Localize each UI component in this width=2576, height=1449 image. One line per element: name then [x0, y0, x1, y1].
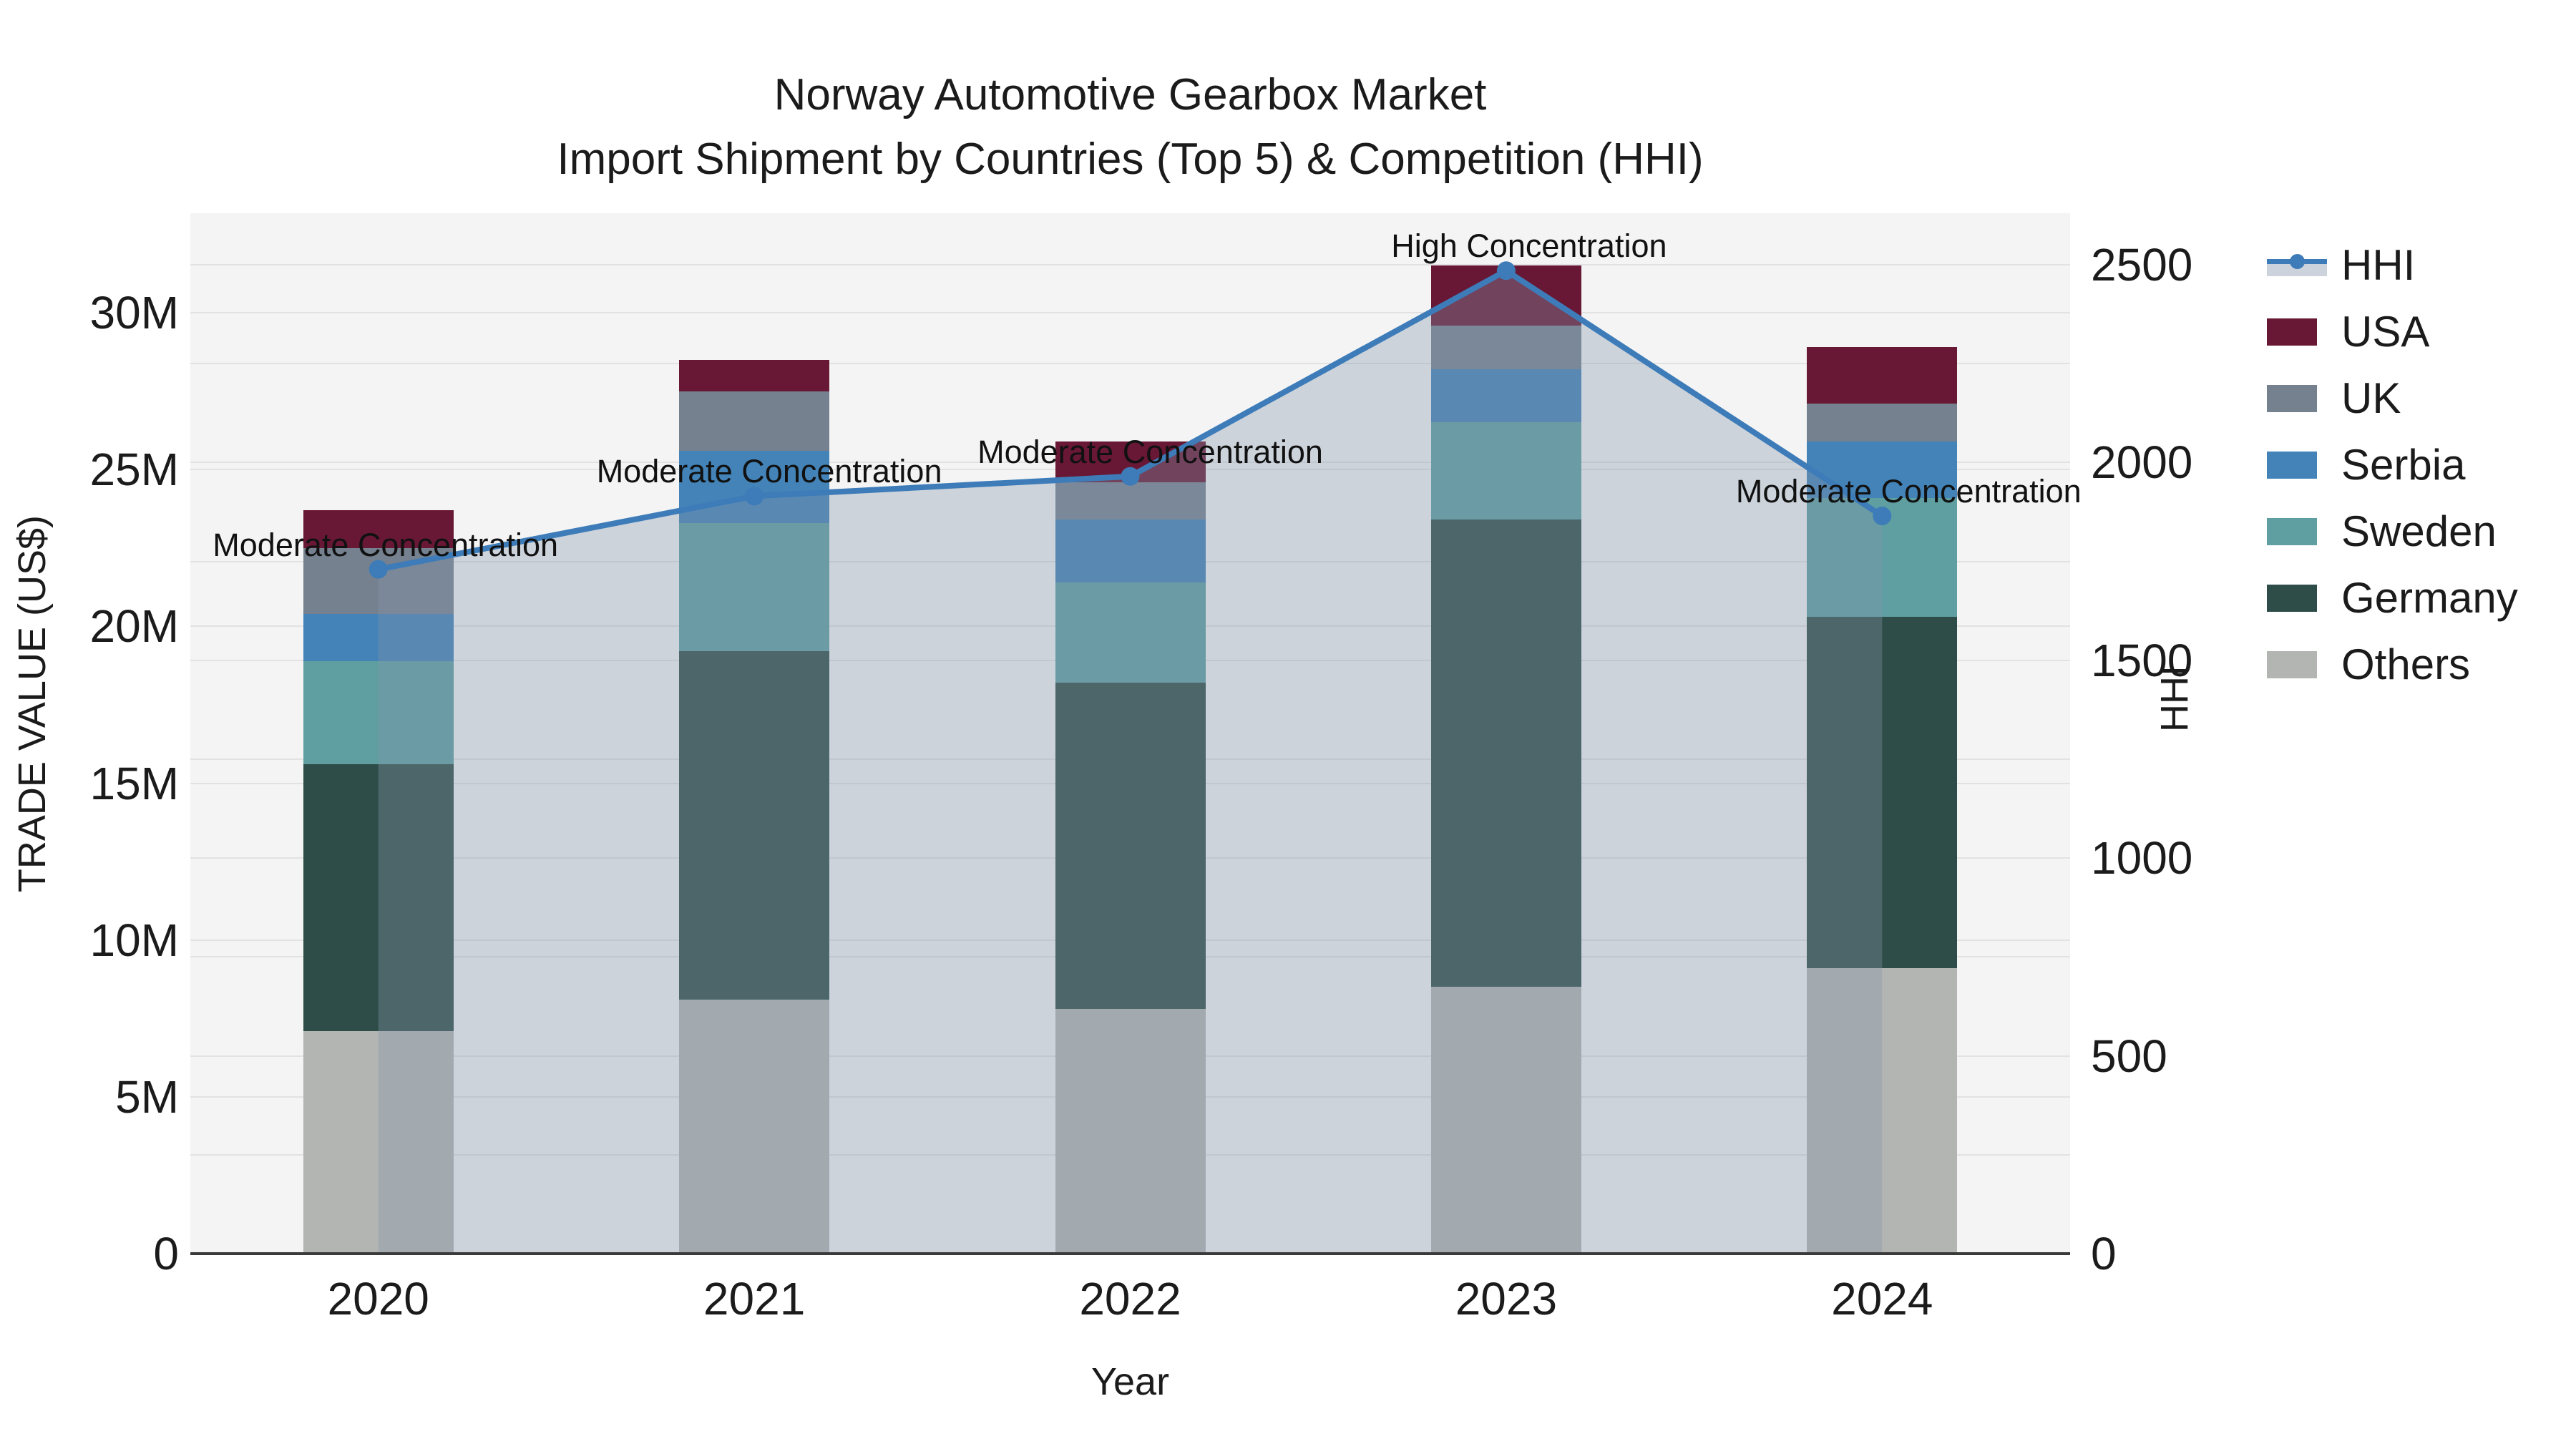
- y-right-tick-2000: 2000: [2091, 436, 2193, 489]
- chart-title-line1: Norway Automotive Gearbox Market: [774, 70, 1487, 119]
- annotation-2022: Moderate Concentration: [977, 433, 1323, 470]
- bar-segment-sweden-2021[interactable]: [679, 522, 830, 652]
- bar-segment-germany-2020[interactable]: [303, 764, 454, 1031]
- bar-segment-serbia-2022[interactable]: [1055, 519, 1206, 582]
- hhi-marker-2023[interactable]: [1496, 261, 1516, 280]
- y-left-tick-0: 0: [153, 1228, 179, 1279]
- legend-item-usa[interactable]: USA: [2267, 298, 2518, 365]
- legend-swatch-uk: [2267, 384, 2317, 412]
- y-right-tick-1500: 1500: [2091, 634, 2193, 686]
- chart-title: Norway Automotive Gearbox Market Import …: [190, 63, 2070, 192]
- bar-segment-usa-2021[interactable]: [679, 359, 830, 391]
- y-right-tick-500: 500: [2091, 1030, 2167, 1082]
- legend-item-uk[interactable]: UK: [2267, 365, 2518, 431]
- legend-swatch-usa: [2267, 318, 2317, 346]
- legend-label-sweden: Sweden: [2341, 507, 2497, 555]
- legend-hhi-line-icon: [2267, 252, 2327, 279]
- y-left-tick-20M: 20M: [89, 600, 180, 653]
- legend-hhi-marker-icon: [2290, 253, 2305, 269]
- x-tick-2022: 2022: [1079, 1273, 1181, 1324]
- bar-segment-others-2022[interactable]: [1055, 1009, 1206, 1254]
- y-left-tick-15M: 15M: [89, 757, 180, 809]
- bar-segment-serbia-2023[interactable]: [1430, 369, 1581, 423]
- annotation-2020: Moderate Concentration: [213, 526, 559, 563]
- annotation-2023: High Concentration: [1391, 228, 1667, 265]
- legend-item-others[interactable]: Others: [2267, 631, 2518, 698]
- annotation-2021: Moderate Concentration: [596, 453, 942, 490]
- bar-segment-germany-2023[interactable]: [1430, 519, 1581, 987]
- legend-item-hhi[interactable]: HHI: [2267, 232, 2518, 298]
- bar-segment-sweden-2022[interactable]: [1055, 582, 1206, 683]
- legend-label-serbia: Serbia: [2341, 440, 2466, 489]
- legend-label-germany: Germany: [2341, 573, 2518, 622]
- hhi-marker-2020[interactable]: [369, 560, 388, 579]
- bar-segment-others-2020[interactable]: [303, 1030, 454, 1254]
- legend-label-usa: USA: [2341, 307, 2430, 356]
- bar-segment-others-2024[interactable]: [1807, 968, 1958, 1254]
- y-left-tick-5M: 5M: [115, 1070, 179, 1123]
- bar-segment-uk-2021[interactable]: [679, 391, 830, 451]
- legend-label-hhi: HHI: [2341, 240, 2416, 289]
- bar-segment-uk-2023[interactable]: [1430, 325, 1581, 369]
- bar-segment-sweden-2023[interactable]: [1430, 422, 1581, 520]
- y-axis-label-right: HHI: [2153, 665, 2196, 732]
- bar-segment-uk-2024[interactable]: [1807, 404, 1958, 441]
- gridline-right-2500: [190, 264, 2070, 265]
- bar-segment-uk-2022[interactable]: [1055, 482, 1206, 520]
- y-left-tick-25M: 25M: [89, 444, 180, 496]
- bar-segment-sweden-2020[interactable]: [303, 660, 454, 765]
- hhi-marker-2021[interactable]: [745, 487, 764, 506]
- chart-title-line2: Import Shipment by Countries (Top 5) & C…: [557, 135, 1704, 184]
- x-axis-label: Year: [1091, 1360, 1170, 1403]
- y-left-tick-30M: 30M: [89, 287, 180, 338]
- x-tick-2020: 2020: [327, 1273, 429, 1324]
- hhi-marker-2024[interactable]: [1873, 507, 1892, 526]
- bar-segment-serbia-2020[interactable]: [303, 613, 454, 661]
- y-right-tick-1000: 1000: [2091, 832, 2193, 884]
- bar-segment-usa-2024[interactable]: [1807, 347, 1958, 404]
- legend-item-serbia[interactable]: Serbia: [2267, 431, 2518, 498]
- annotation-2024: Moderate Concentration: [1735, 473, 2082, 510]
- legend-item-germany[interactable]: Germany: [2267, 565, 2518, 631]
- y-axis-label-left: TRADE VALUE (US$): [11, 515, 54, 893]
- gridline-right-2250: [190, 363, 2070, 365]
- legend-label-others: Others: [2341, 640, 2471, 688]
- legend-swatch-serbia: [2267, 451, 2317, 479]
- bar-segment-germany-2024[interactable]: [1807, 617, 1958, 969]
- y-right-tick-2500: 2500: [2091, 239, 2193, 291]
- x-axis-line: [190, 1252, 2070, 1255]
- legend-swatch-germany: [2267, 584, 2317, 612]
- gridline-left-30: [190, 312, 2070, 313]
- bar-segment-others-2021[interactable]: [679, 999, 830, 1254]
- legend-swatch-sweden: [2267, 517, 2317, 545]
- y-left-tick-10M: 10M: [89, 914, 180, 966]
- x-tick-2024: 2024: [1831, 1273, 1933, 1324]
- x-tick-2021: 2021: [703, 1273, 806, 1324]
- hhi-marker-2022[interactable]: [1121, 467, 1140, 486]
- bar-segment-germany-2022[interactable]: [1055, 683, 1206, 1010]
- legend-item-sweden[interactable]: Sweden: [2267, 498, 2518, 565]
- bar-segment-germany-2021[interactable]: [679, 651, 830, 1000]
- y-right-tick-0: 0: [2091, 1228, 2117, 1279]
- x-tick-2023: 2023: [1455, 1273, 1558, 1324]
- legend: HHI USA UK Serbia Sweden Germany Others: [2267, 232, 2518, 698]
- legend-swatch-others: [2267, 650, 2317, 678]
- bar-segment-others-2023[interactable]: [1430, 987, 1581, 1254]
- legend-hhi-area-icon: [2267, 263, 2327, 276]
- legend-label-uk: UK: [2341, 374, 2401, 422]
